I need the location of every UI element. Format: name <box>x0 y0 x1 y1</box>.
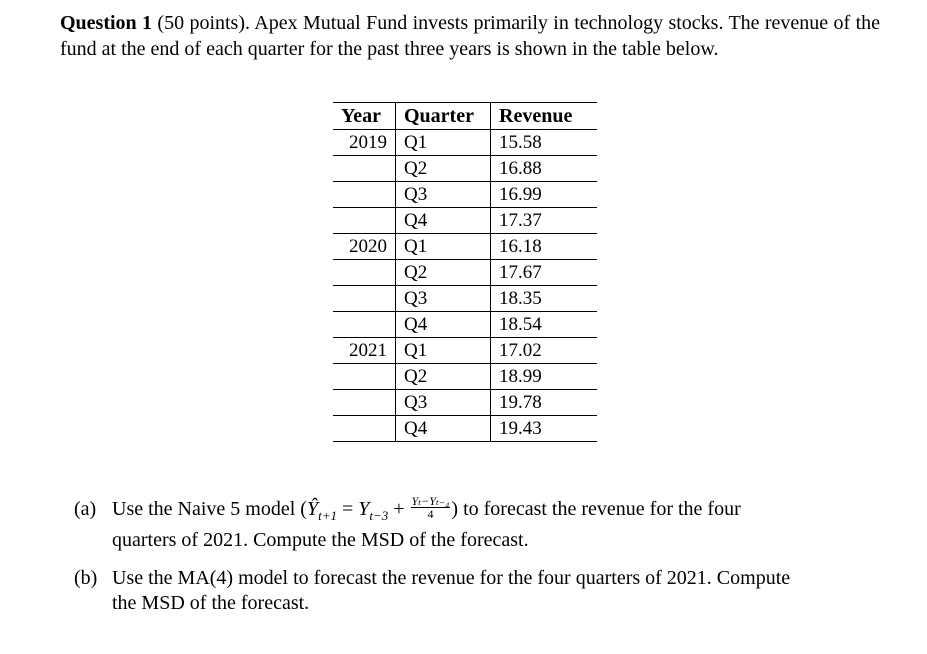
cell-quarter: Q1 <box>395 233 491 260</box>
table-header-row: Year Quarter Revenue <box>333 102 597 130</box>
cell-revenue: 17.67 <box>490 259 597 286</box>
cell-quarter: Q3 <box>395 285 491 312</box>
part-b-line1: Use the MA(4) model to forecast the reve… <box>112 567 791 589</box>
cell-revenue: 16.99 <box>490 181 597 208</box>
table-row: Q3 18.35 <box>333 285 597 312</box>
column-header-year: Year <box>333 102 396 130</box>
cell-year <box>333 285 396 312</box>
cell-year: 2019 <box>333 129 396 156</box>
column-header-quarter: Quarter <box>395 102 491 130</box>
cell-revenue: 18.54 <box>490 311 597 338</box>
cell-quarter: Q3 <box>395 181 491 208</box>
table-row: Q3 16.99 <box>333 181 597 208</box>
cell-quarter: Q1 <box>395 129 491 156</box>
table-row: Q2 18.99 <box>333 363 597 390</box>
table-row: Q4 17.37 <box>333 207 597 234</box>
cell-revenue: 19.78 <box>490 389 597 416</box>
table-row: 2019 Q1 15.58 <box>333 129 597 156</box>
part-b-line2: the MSD of the forecast. <box>112 592 310 614</box>
table-row: Q2 16.88 <box>333 155 597 182</box>
part-b: (b) Use the MA(4) model to forecast the r… <box>74 566 880 616</box>
cell-quarter: Q1 <box>395 337 491 364</box>
cell-quarter: Q3 <box>395 389 491 416</box>
table-body: 2019 Q1 15.58 Q2 16.88 Q3 16.99 Q4 17.37 2020 Q1 16… <box>333 129 597 442</box>
question-title: Question 1 <box>60 12 153 34</box>
formula-plus: + <box>388 498 410 520</box>
fraction-denominator: 4 <box>427 506 434 521</box>
question-points: (50 points). <box>157 12 251 34</box>
question-text: Apex Mutual Fund invests primarily in te… <box>60 12 881 60</box>
table-row: Q4 19.43 <box>333 415 597 442</box>
table-row: Q3 19.78 <box>333 389 597 416</box>
cell-quarter: Q4 <box>395 207 491 234</box>
cell-year: 2020 <box>333 233 396 260</box>
revenue-table: Year Quarter Revenue 2019 Q1 15.58 Q2 16.88 Q… <box>333 102 597 442</box>
part-a-label: (a) <box>74 498 97 520</box>
cell-year: 2021 <box>333 337 396 364</box>
question-intro: Question 1 (50 points). Apex Mutual Fund… <box>60 10 880 62</box>
formula-y-subscript: t−3 <box>369 508 389 523</box>
cell-year <box>333 181 396 208</box>
cell-revenue: 16.88 <box>490 155 597 182</box>
cell-quarter: Q4 <box>395 311 491 338</box>
cell-year <box>333 311 396 338</box>
part-b-label: (b) <box>74 567 98 589</box>
cell-year <box>333 389 396 416</box>
cell-revenue: 18.35 <box>490 285 597 312</box>
cell-year <box>333 207 396 234</box>
formula-equals: = <box>336 498 359 520</box>
cell-revenue: 17.37 <box>490 207 597 234</box>
part-a-line2: quarters of 2021. Compute the MSD of the… <box>112 529 529 551</box>
table-row: 2020 Q1 16.18 <box>333 233 597 260</box>
cell-revenue: 19.43 <box>490 415 597 442</box>
cell-year <box>333 155 396 182</box>
part-a-text-before: Use the Naive 5 model ( <box>112 498 307 520</box>
cell-year <box>333 363 396 390</box>
column-header-revenue: Revenue <box>490 102 597 130</box>
cell-quarter: Q4 <box>395 415 491 442</box>
part-a-text-after: ) to forecast the revenue for the four <box>451 498 741 520</box>
formula-y-hat-subscript: t+1 <box>318 508 337 523</box>
cell-year <box>333 415 396 442</box>
cell-year <box>333 259 396 286</box>
cell-quarter: Q2 <box>395 155 491 182</box>
cell-revenue: 15.58 <box>490 129 597 156</box>
part-a: (a) Use the Naive 5 model (Ŷt+1 = Yt−3 + … <box>74 493 880 553</box>
formula-y: Y <box>358 498 370 520</box>
table-row: 2021 Q1 17.02 <box>333 337 597 364</box>
table-row: Q4 18.54 <box>333 311 597 338</box>
formula-fraction: Yₜ−Yₜ₋₄ 4 <box>410 493 451 521</box>
formula-y-hat: Ŷ <box>306 498 319 520</box>
cell-quarter: Q2 <box>395 363 491 390</box>
cell-revenue: 18.99 <box>490 363 597 390</box>
cell-revenue: 16.18 <box>490 233 597 260</box>
cell-revenue: 17.02 <box>490 337 597 364</box>
table-row: Q2 17.67 <box>333 259 597 286</box>
fraction-numerator: Yₜ−Yₜ₋₄ <box>410 493 451 508</box>
cell-quarter: Q2 <box>395 259 491 286</box>
